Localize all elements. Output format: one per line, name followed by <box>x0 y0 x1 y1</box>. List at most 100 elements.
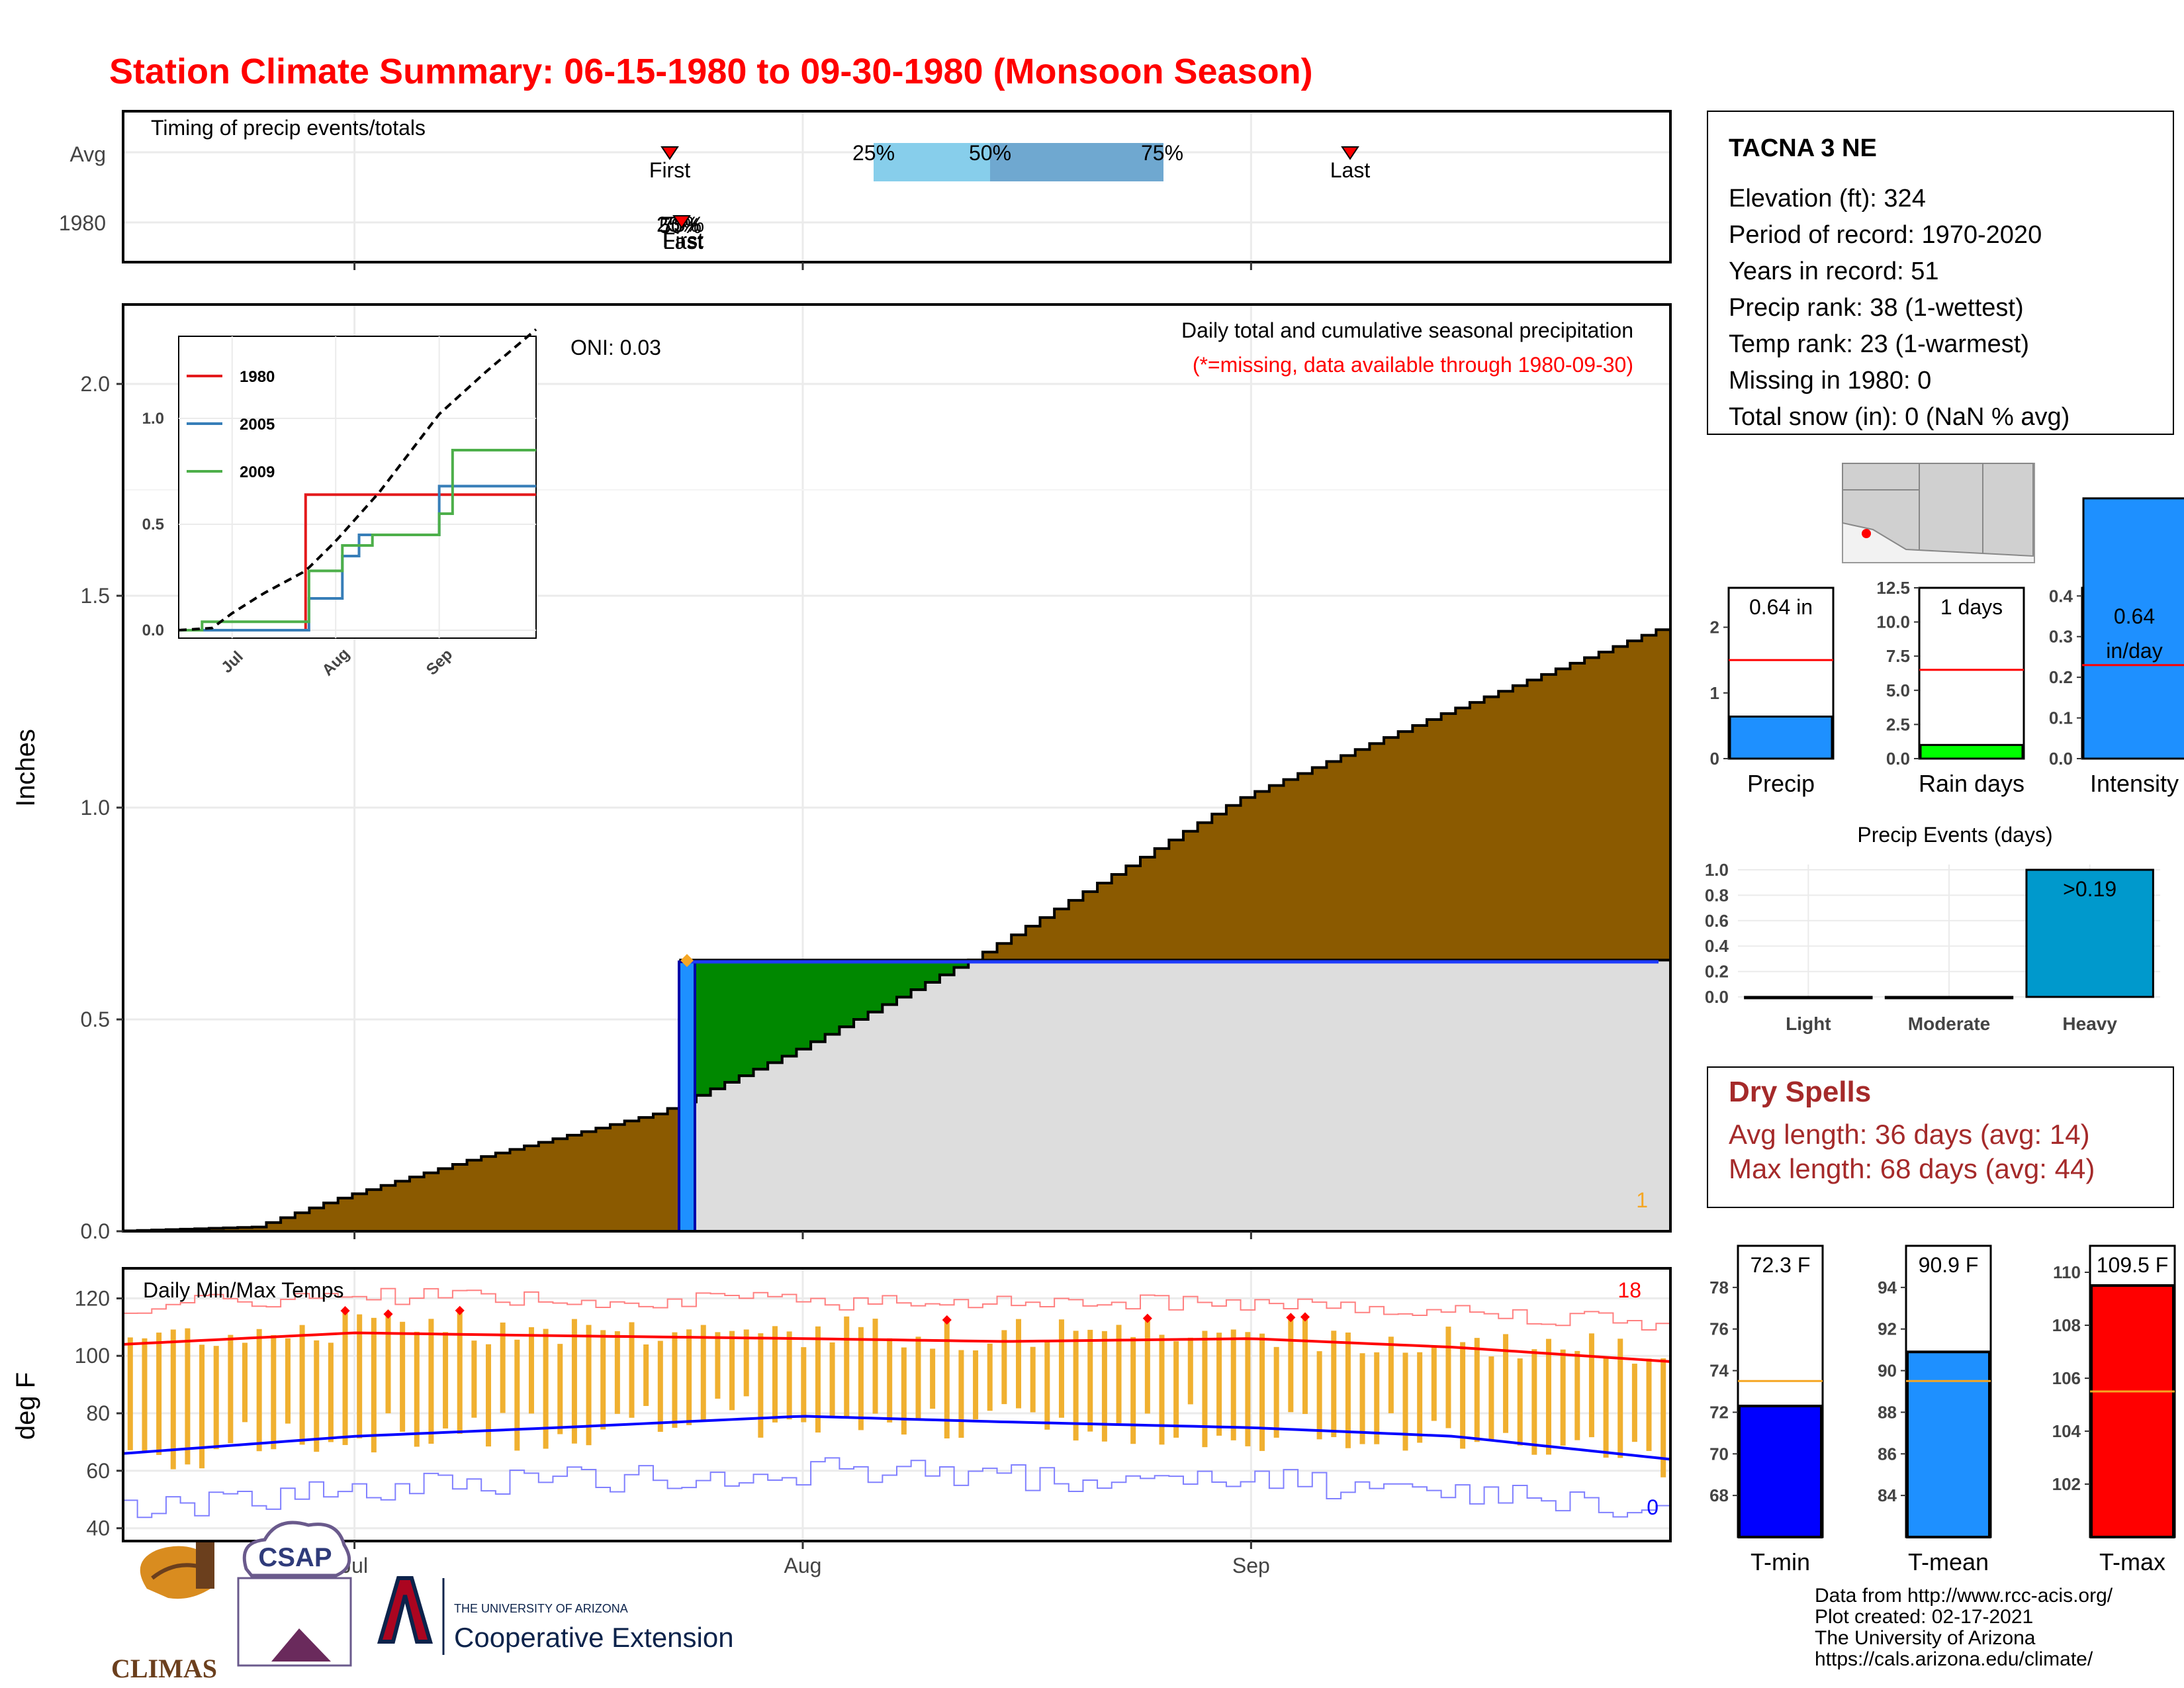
temp-bar-y-tick: 94 <box>1878 1278 1897 1297</box>
inset-y-tick: 0.0 <box>142 622 164 639</box>
daily-temp-bar <box>428 1319 434 1444</box>
temp-y-tick: 40 <box>86 1517 110 1540</box>
station-info-line: Temp rank: 23 (1-warmest) <box>1729 330 2029 358</box>
daily-temp-bar <box>543 1329 549 1449</box>
avg-p25-label: 25% <box>852 141 895 165</box>
temp-bar-y-tick: 88 <box>1878 1402 1897 1422</box>
temp-bar-t-mean: 90.9 F 84 86 88 90 92 94 T-mean <box>1878 1244 1992 1575</box>
daily-temp-bar <box>1044 1342 1050 1430</box>
temp-y-tick: 80 <box>86 1401 110 1425</box>
daily-temp-bar <box>1230 1329 1236 1440</box>
ua-small-text: THE UNIVERSITY OF ARIZONA <box>454 1602 628 1615</box>
daily-temp-bar <box>958 1350 964 1438</box>
ua-logo: THE UNIVERSITY OF ARIZONA Cooperative Ex… <box>377 1576 734 1655</box>
daily-temp-bar <box>185 1328 191 1465</box>
daily-temp-bar <box>657 1340 663 1432</box>
inset-legend-2005: 2005 <box>240 416 275 434</box>
daily-temp-bar <box>1431 1346 1437 1421</box>
daily-temp-bar <box>1073 1331 1079 1441</box>
precip-y-tick: 0.5 <box>81 1008 110 1031</box>
station-info-box: TACNA 3 NE Elevation (ft): 324 Period of … <box>1707 111 2174 435</box>
record-high-marker <box>1286 1313 1296 1323</box>
events-bar-heavy <box>2025 868 2154 998</box>
events-y-tick: 0.6 <box>1705 911 1729 931</box>
daily-temp-bar <box>973 1350 979 1420</box>
daily-temp-bar <box>514 1339 520 1451</box>
avg-low-line <box>122 1415 1671 1461</box>
daily-temp-bar <box>686 1329 692 1425</box>
daily-temp-bar <box>1517 1358 1523 1446</box>
avg-iqr-high <box>990 143 1163 181</box>
timing-row-avg: Avg <box>69 142 106 166</box>
event-marker <box>680 954 694 967</box>
daily-temp-bar <box>1359 1353 1365 1444</box>
x-month-tick: Aug <box>784 1554 822 1577</box>
temp-bar-value: 90.9 F <box>1919 1253 1979 1277</box>
daily-temp-bar <box>1417 1352 1423 1443</box>
precip-y-tick: 1.5 <box>81 584 110 608</box>
daily-temp-bar <box>729 1331 735 1411</box>
daily-temp-bar <box>901 1347 907 1435</box>
mini-bar-y-tick: 0.4 <box>2049 586 2073 606</box>
timing-panel: Timing of precip events/totals Avg 1980 … <box>59 110 1672 263</box>
daily-temp-bar <box>1087 1329 1093 1432</box>
below-total-step <box>679 959 1672 1233</box>
precip-y-axis-label: Inches <box>11 729 40 807</box>
precip-panel: 0.0 0.5 1.0 1.5 2.0 Inches ONI: 0.03 Daily t… <box>11 303 1672 1243</box>
station-location-dot <box>1862 529 1871 538</box>
mini-bar-y-tick: 0.0 <box>1886 749 1910 769</box>
daily-temp-bar <box>1216 1333 1222 1436</box>
events-y-tick: 0.2 <box>1705 962 1729 982</box>
events-bar-light <box>1744 996 1873 1000</box>
daily-temp-bar <box>314 1340 320 1452</box>
events-y-tick: 0.0 <box>1705 987 1729 1007</box>
daily-temp-bar <box>1531 1349 1537 1455</box>
daily-temp-bar <box>1016 1319 1022 1409</box>
precip-subtitle: Daily total and cumulative seasonal prec… <box>1181 318 1633 342</box>
daily-temp-bar <box>872 1319 878 1414</box>
daily-temp-bar <box>500 1322 506 1413</box>
temp-bar-value: 109.5 F <box>2097 1253 2169 1277</box>
avg-p75-label: 75% <box>1141 141 1183 165</box>
daily-temp-bar <box>1302 1317 1308 1415</box>
mini-bar-fill <box>2082 497 2184 760</box>
daily-temp-bar <box>643 1344 649 1406</box>
daily-temp-bar <box>629 1322 635 1418</box>
daily-temp-bar <box>1345 1333 1351 1448</box>
daily-temp-bar <box>887 1338 893 1423</box>
daily-temp-bar <box>1101 1331 1107 1442</box>
temp-bar-t-max: 109.5 F 102 104 106 108 110 T-max <box>2052 1244 2176 1575</box>
daily-temp-bar <box>528 1327 534 1414</box>
daily-temp-bar <box>199 1344 205 1469</box>
daily-temp-bar <box>758 1333 764 1438</box>
temp-bar-y-tick: 102 <box>2052 1474 2081 1494</box>
daily-temp-bar <box>271 1335 277 1450</box>
daily-temp-bar <box>858 1327 864 1430</box>
temp-bar-y-tick: 104 <box>2052 1421 2081 1441</box>
events-bar-moderate <box>1884 996 2014 1000</box>
temp-bar-y-tick: 78 <box>1709 1278 1729 1297</box>
mini-bar-label: Intensity <box>2090 770 2179 797</box>
daily-temp-bar <box>385 1314 391 1414</box>
temp-bar-y-tick: 106 <box>2052 1368 2081 1388</box>
daily-temp-bar <box>1116 1325 1122 1424</box>
page-title: Station Climate Summary: 06-15-1980 to 0… <box>109 52 1313 91</box>
events-bar-label: >0.19 <box>2063 877 2116 901</box>
daily-temp-bar <box>672 1332 678 1428</box>
daily-temp-bar <box>1617 1338 1623 1458</box>
climas-wordmark: CLIMAS <box>111 1654 217 1683</box>
mini-bar-fill <box>1919 743 2024 760</box>
daily-temp-bar <box>1603 1357 1609 1458</box>
temp-y-tick: 100 <box>75 1344 110 1368</box>
precip-events-chart: Precip Events (days) 0.0 0.2 0.4 0.6 0.8 1.0 L… <box>1705 823 2160 1034</box>
daily-temp-bar <box>1316 1351 1322 1440</box>
daily-temp-bar <box>1374 1352 1380 1444</box>
daily-temp-bar <box>1661 1358 1666 1477</box>
dry-spells-title: Dry Spells <box>1729 1076 1871 1108</box>
temp-count-high: 18 <box>1617 1278 1641 1302</box>
mini-bar-value: 0.64 in <box>1749 595 1813 619</box>
daily-temp-bar <box>815 1326 821 1433</box>
daily-temp-bar <box>371 1317 377 1453</box>
daily-temp-bar <box>1574 1350 1580 1440</box>
daily-temp-bar <box>1631 1364 1637 1442</box>
